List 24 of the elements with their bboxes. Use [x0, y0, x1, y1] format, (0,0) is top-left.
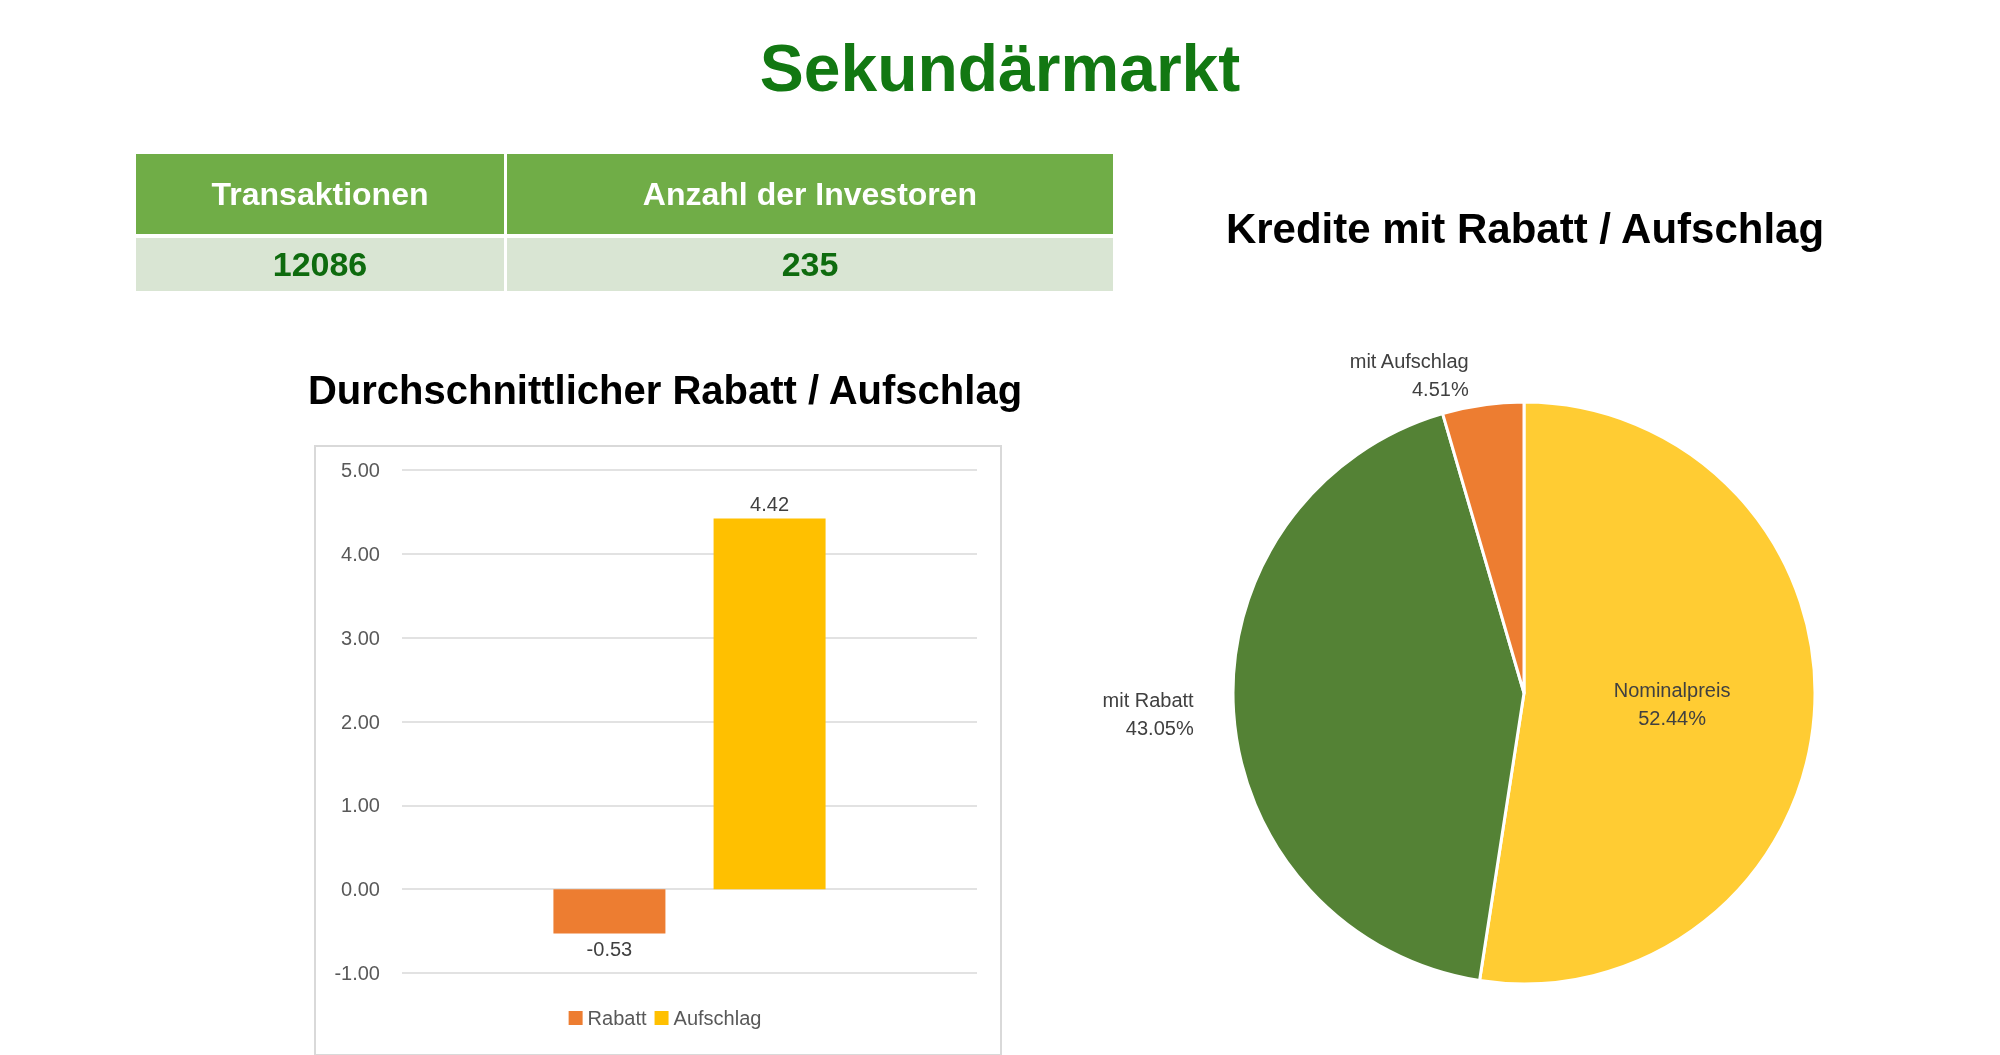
- y-tick-label: 3.00: [341, 626, 380, 649]
- y-tick-label: 5.00: [341, 459, 380, 481]
- text: 235: [507, 238, 1113, 291]
- slice-label: Nominalpreis: [1613, 679, 1731, 702]
- slice-label: mit Aufschlag: [1349, 350, 1469, 373]
- y-tick-label: 4.00: [341, 542, 380, 565]
- data-label: 43.05%: [1125, 716, 1194, 739]
- data-label: -0.53: [586, 937, 633, 960]
- data-label: 4.42: [750, 492, 790, 515]
- y-tick-label: 0.00: [341, 878, 380, 901]
- legend-label: Rabatt: [587, 1007, 647, 1029]
- y-tick-label: -1.00: [334, 962, 380, 984]
- text: Transaktionen: [136, 154, 504, 234]
- chart-title: Kredite mit Rabatt / Aufschlag: [1225, 204, 1825, 252]
- y-tick-label: 1.00: [341, 794, 380, 817]
- text: 12086: [136, 238, 504, 291]
- data-label: 52.44%: [1638, 707, 1707, 730]
- text: Anzahl der Investoren: [507, 154, 1113, 234]
- chart-title: Durchschnittlicher Rabatt / Aufschlag: [307, 368, 1023, 412]
- text: Sekundärmarkt: [758, 30, 1242, 106]
- data-label: 4.51%: [1411, 378, 1469, 401]
- y-tick-label: 2.00: [341, 710, 380, 733]
- legend-label: Aufschlag: [673, 1007, 762, 1029]
- slice-label: mit Rabatt: [1102, 688, 1195, 711]
